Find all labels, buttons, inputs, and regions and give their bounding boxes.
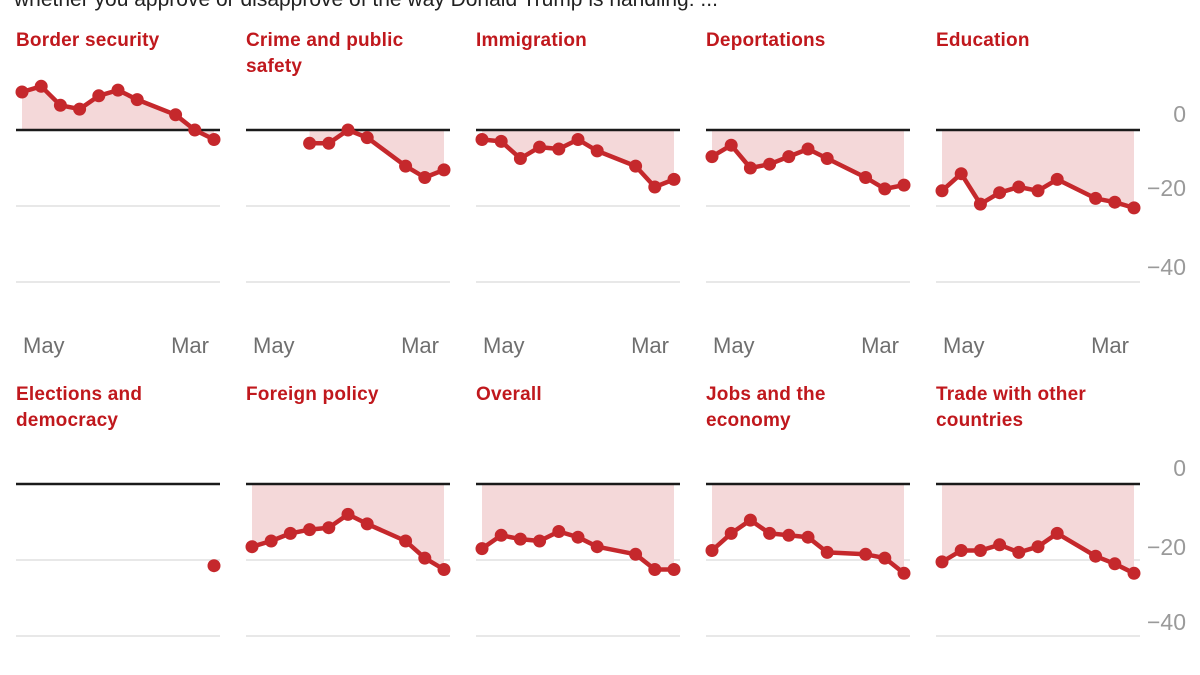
charts-row-2: Elections and democracy Foreign policy O… — [16, 382, 1141, 652]
x-axis-labels: May Mar — [706, 331, 910, 361]
line-chart-trade-with-other-countries — [935, 482, 1141, 637]
x-axis-labels: May Mar — [16, 331, 220, 361]
x-axis-labels: May Mar — [936, 331, 1140, 361]
chart-cell-border-security: Border security May Mar — [15, 28, 221, 361]
line-chart-deportations — [705, 128, 911, 283]
y-tick-20-row1: −20 — [1146, 175, 1186, 201]
chart-cell-education: Education May Mar — [935, 28, 1141, 361]
chart-cell-foreign-policy: Foreign policy — [245, 382, 451, 652]
chart-title: Jobs and the economy — [706, 384, 826, 431]
y-tick-20-row2: −20 — [1146, 534, 1186, 560]
intro-question-text: whether you approve or disapprove of the… — [14, 0, 718, 12]
chart-title: Crime and public safety — [246, 30, 404, 77]
x-label-end: Mar — [171, 333, 209, 358]
x-label-start: May — [253, 333, 295, 358]
chart-cell-jobs-economy: Jobs and the economy — [705, 382, 911, 652]
chart-title: Deportations — [706, 30, 826, 51]
chart-title: Education — [936, 30, 1030, 51]
line-chart-crime-and-public-safety — [246, 123, 451, 283]
chart-title: Elections and democracy — [16, 384, 143, 431]
y-tick-40-row1: −40 — [1146, 254, 1186, 280]
x-label-end: Mar — [631, 333, 669, 358]
chart-cell-elections: Elections and democracy — [16, 382, 221, 652]
chart-title: Immigration — [476, 30, 587, 51]
x-axis-labels: May Mar — [246, 331, 450, 361]
line-chart-elections-and-democracy — [16, 482, 221, 637]
line-chart-education — [935, 128, 1141, 283]
line-chart-border-security — [15, 79, 221, 283]
line-chart-jobs-and-the-economy — [705, 482, 911, 637]
line-chart-immigration — [475, 128, 681, 283]
chart-cell-overall: Overall — [475, 382, 681, 652]
chart-cell-trade: Trade with other countries — [935, 382, 1141, 652]
x-axis-labels: May Mar — [476, 331, 680, 361]
chart-title: Foreign policy — [246, 384, 379, 405]
x-label-start: May — [483, 333, 525, 358]
chart-title: Overall — [476, 384, 542, 405]
x-label-end: Mar — [401, 333, 439, 358]
y-tick-0-row1: 0 — [1173, 101, 1186, 127]
chart-cell-deportations: Deportations May Mar — [705, 28, 911, 361]
chart-title: Border security — [16, 30, 160, 51]
chart-cell-immigration: Immigration May Mar — [475, 28, 681, 361]
x-label-end: Mar — [1091, 333, 1129, 358]
line-chart-overall — [475, 482, 681, 637]
charts-row-1: Border security May Mar Crime and public… — [15, 28, 1141, 361]
x-label-end: Mar — [861, 333, 899, 358]
line-chart-foreign-policy — [245, 482, 451, 637]
x-label-start: May — [943, 333, 985, 358]
y-tick-40-row2: −40 — [1146, 609, 1186, 635]
x-label-start: May — [23, 333, 65, 358]
y-tick-0-row2: 0 — [1173, 455, 1186, 481]
chart-cell-crime: Crime and public safety May Mar — [246, 28, 451, 361]
chart-title: Trade with other countries — [936, 384, 1086, 431]
x-label-start: May — [713, 333, 755, 358]
